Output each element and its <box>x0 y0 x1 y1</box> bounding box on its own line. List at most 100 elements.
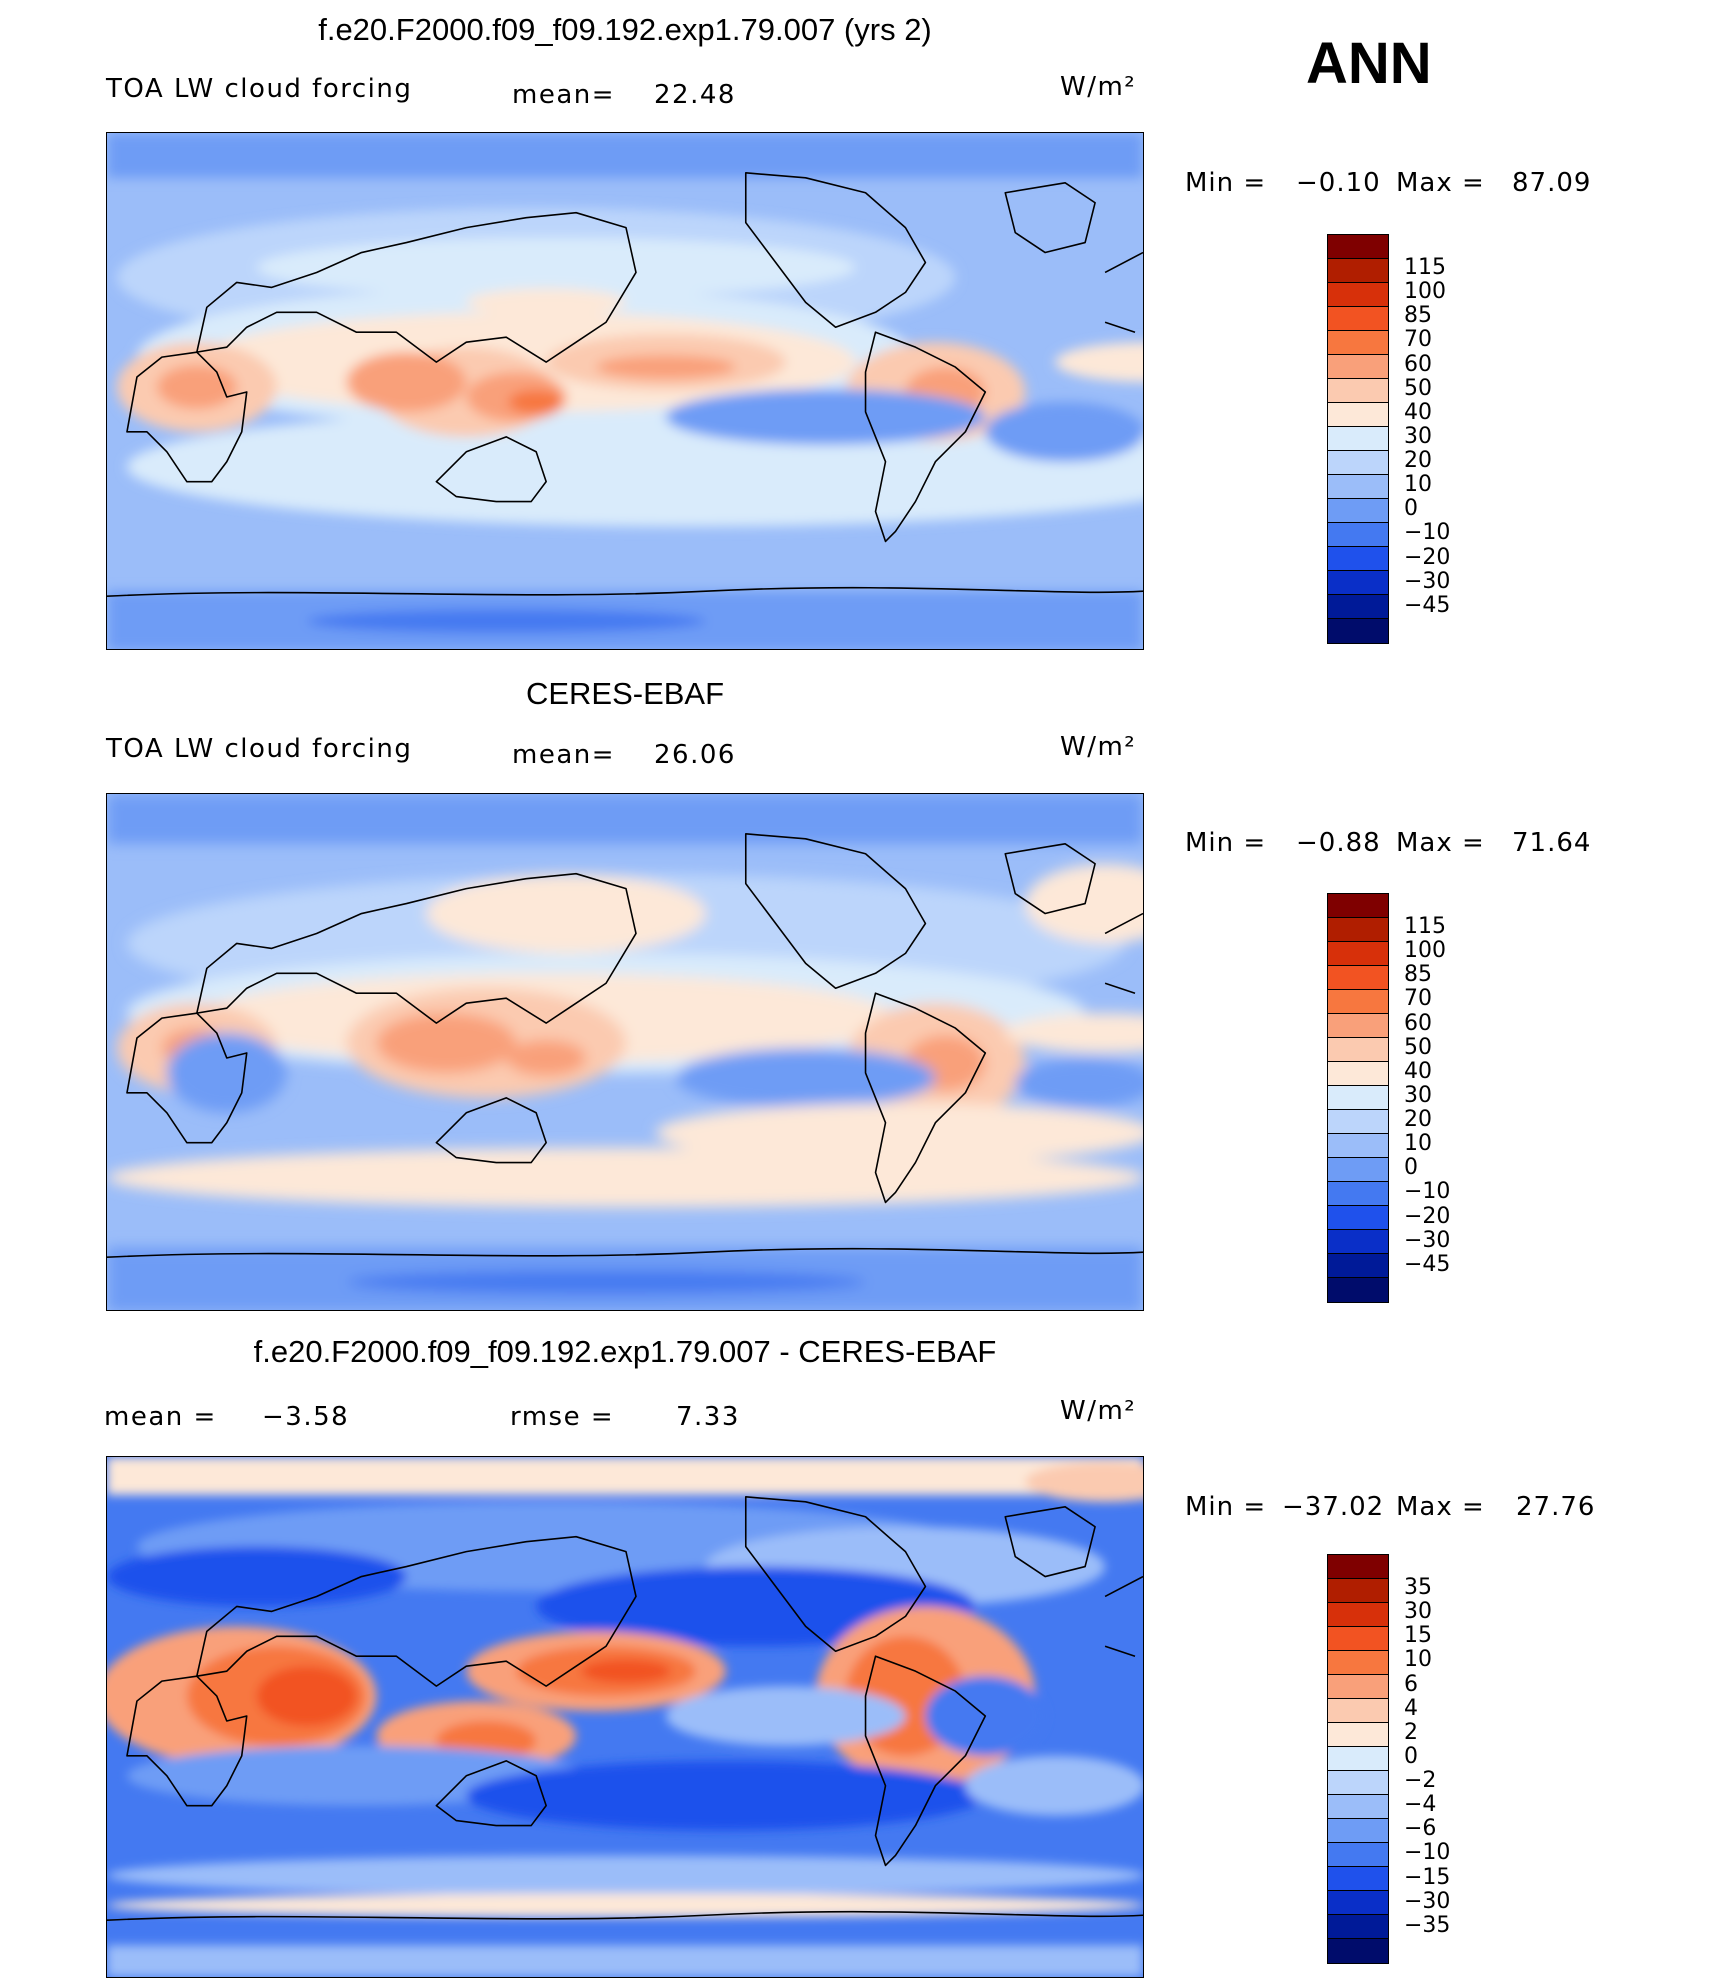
colorbar-swatch <box>1328 1939 1388 1963</box>
colorbar <box>1327 234 1389 644</box>
units-label: W/m² <box>1060 1396 1137 1426</box>
colorbar-swatch <box>1328 571 1388 595</box>
colorbar-tick-label: 60 <box>1404 1010 1432 1036</box>
colorbar-tick-label: 50 <box>1404 375 1432 401</box>
colorbar-swatch <box>1328 1278 1388 1302</box>
mean-value: 22.48 <box>654 80 736 110</box>
min-value: −0.10 <box>1296 168 1381 198</box>
colorbar-tick-label: −15 <box>1404 1864 1451 1890</box>
colorbar-swatch <box>1328 331 1388 355</box>
minmax-label: Min = <box>1185 1492 1267 1522</box>
colorbar-swatch <box>1328 1062 1388 1086</box>
colorbar-tick-label: 20 <box>1404 1107 1432 1133</box>
colorbar-tick-label: 30 <box>1404 1082 1432 1108</box>
min-value: −37.02 <box>1282 1492 1385 1522</box>
colorbar-tick-label: 30 <box>1404 423 1432 449</box>
colorbar-tick-label: 85 <box>1404 303 1432 329</box>
colorbar-tick-label: 115 <box>1404 914 1446 940</box>
max-value: 27.76 <box>1516 1492 1596 1522</box>
colorbar-swatch <box>1328 379 1388 403</box>
colorbar-swatch <box>1328 1014 1388 1038</box>
colorbar <box>1327 1554 1389 1964</box>
colorbar-tick-label: −10 <box>1404 520 1451 546</box>
colorbar-swatch <box>1328 523 1388 547</box>
colorbar-swatch <box>1328 1867 1388 1891</box>
units-label: W/m² <box>1060 72 1137 102</box>
min-value: −0.88 <box>1296 828 1381 858</box>
colorbar-tick-label: −4 <box>1404 1792 1437 1818</box>
colorbar-swatch <box>1328 1771 1388 1795</box>
colorbar-swatch <box>1328 1555 1388 1579</box>
colorbar-tick-label: 30 <box>1404 1599 1432 1625</box>
colorbar-tick-label: 70 <box>1404 327 1432 353</box>
colorbar-swatch <box>1328 403 1388 427</box>
colorbar-swatch <box>1328 918 1388 942</box>
max-label: Max = <box>1396 168 1485 198</box>
max-label: Max = <box>1396 1492 1485 1522</box>
colorbar-swatch <box>1328 1915 1388 1939</box>
colorbar-swatch <box>1328 1579 1388 1603</box>
colorbar-swatch <box>1328 427 1388 451</box>
max-label: Max = <box>1396 828 1485 858</box>
colorbar-tick-label: 10 <box>1404 1647 1432 1673</box>
colorbar-swatch <box>1328 259 1388 283</box>
colorbar-tick-label: 100 <box>1404 279 1446 305</box>
variable-label: TOA LW cloud forcing <box>106 734 413 764</box>
diff-mean-value: −3.58 <box>262 1402 350 1432</box>
colorbar-tick-label: 6 <box>1404 1671 1418 1697</box>
colorbar-tick-label: 85 <box>1404 962 1432 988</box>
colorbar-swatch <box>1328 547 1388 571</box>
colorbar-tick-label: 115 <box>1404 255 1446 281</box>
colorbar-swatch <box>1328 1134 1388 1158</box>
colorbar-swatch <box>1328 595 1388 619</box>
colorbar-swatch <box>1328 1795 1388 1819</box>
colorbar-swatch <box>1328 1843 1388 1867</box>
colorbar-swatch <box>1328 1891 1388 1915</box>
colorbar-tick-label: 15 <box>1404 1623 1432 1649</box>
panel-title: f.e20.F2000.f09_f09.192.exp1.79.007 - CE… <box>253 1334 997 1369</box>
colorbar-swatch <box>1328 894 1388 918</box>
colorbar-tick-label: 0 <box>1404 1743 1418 1769</box>
units-label: W/m² <box>1060 732 1137 762</box>
mean-value: 26.06 <box>654 740 736 770</box>
colorbar-tick-label: 0 <box>1404 496 1418 522</box>
colorbar-tick-label: 2 <box>1404 1719 1418 1745</box>
colorbar-tick-label: 70 <box>1404 986 1432 1012</box>
season-label: ANN <box>1306 31 1432 96</box>
colorbar-tick-label: 0 <box>1404 1155 1418 1181</box>
colorbar-tick-label: −45 <box>1404 592 1451 618</box>
colorbar-swatch <box>1328 499 1388 523</box>
colorbar-swatch <box>1328 451 1388 475</box>
colorbar-swatch <box>1328 1230 1388 1254</box>
colorbar-tick-label: −2 <box>1404 1768 1437 1794</box>
rmse-value: 7.33 <box>676 1402 740 1432</box>
colorbar-tick-label: 35 <box>1404 1575 1432 1601</box>
colorbar-swatch <box>1328 1819 1388 1843</box>
colorbar-swatch <box>1328 1038 1388 1062</box>
colorbar-tick-label: −45 <box>1404 1251 1451 1277</box>
colorbar-tick-label: −30 <box>1404 1888 1451 1914</box>
colorbar-swatch <box>1328 619 1388 643</box>
colorbar-swatch <box>1328 990 1388 1014</box>
colorbar-tick-label: −10 <box>1404 1840 1451 1866</box>
minmax-label: Min = <box>1185 168 1267 198</box>
colorbar-tick-label: −20 <box>1404 1203 1451 1229</box>
panel-observation: CERES-EBAF TOA LW cloud forcing mean= 26… <box>0 660 1710 1320</box>
colorbar-swatch <box>1328 355 1388 379</box>
panel-title: f.e20.F2000.f09_f09.192.exp1.79.007 (yrs… <box>318 12 932 47</box>
colorbar-swatch <box>1328 1651 1388 1675</box>
mean-label: mean= <box>512 740 616 770</box>
colorbar-swatch <box>1328 235 1388 259</box>
colorbar-swatch <box>1328 1254 1388 1278</box>
colorbar-swatch <box>1328 1627 1388 1651</box>
colorbar-swatch <box>1328 1747 1388 1771</box>
colorbar-tick-label: 10 <box>1404 1131 1432 1157</box>
colorbar-swatch <box>1328 1158 1388 1182</box>
panel-difference: f.e20.F2000.f09_f09.192.exp1.79.007 - CE… <box>0 1320 1710 1980</box>
map-observation <box>106 793 1144 1311</box>
colorbar-swatch <box>1328 283 1388 307</box>
colorbar-swatch <box>1328 1675 1388 1699</box>
colorbar-swatch <box>1328 475 1388 499</box>
variable-label: TOA LW cloud forcing <box>106 74 413 104</box>
diff-mean-label: mean = <box>104 1402 217 1432</box>
